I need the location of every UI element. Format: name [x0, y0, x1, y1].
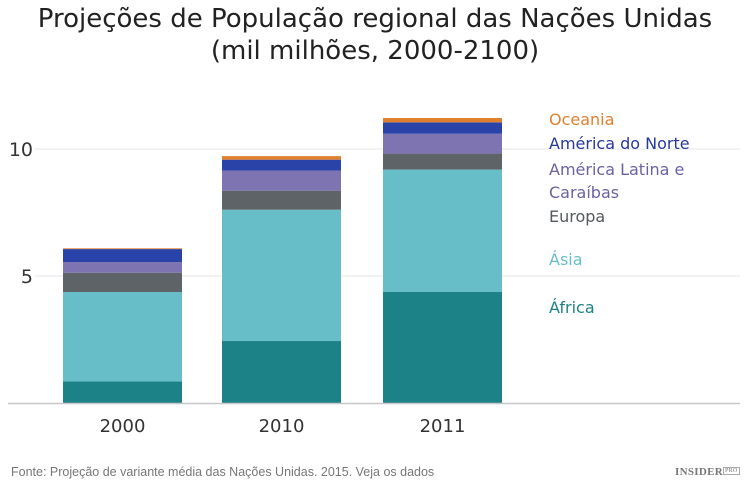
legend-oceania: Oceania — [549, 110, 615, 129]
bar-segment-2011-oceania — [383, 118, 502, 123]
bar-segment-2011-europa — [383, 153, 502, 170]
bar-segment-2000-oceania — [63, 248, 182, 250]
bar-segment-2010-áfrica — [222, 341, 341, 403]
y-tick-label: 10 — [9, 139, 33, 161]
bar-segment-2000-américa-latina-e-caraíbas — [63, 262, 182, 273]
bar-segment-2000-europa — [63, 272, 182, 293]
chart-title-line-2: (mil milhões, 2000-2100) — [210, 36, 540, 66]
bar-segment-2010-ásia — [222, 209, 341, 342]
bar-segment-2010-américa-do-norte — [222, 159, 341, 171]
y-tick-label: 5 — [21, 266, 33, 288]
chart-title: Projeções de População regional das Naçõ… — [0, 3, 750, 67]
x-tick-label: 2000 — [100, 416, 146, 437]
bar-segment-2000-ásia — [63, 292, 182, 382]
bar-segment-2011-américa-latina-e-caraíbas — [383, 133, 502, 154]
legend-america-do-norte: América do Norte — [549, 134, 690, 153]
legend-asia: Ásia — [549, 250, 583, 269]
x-tick-label: 2010 — [259, 416, 305, 437]
x-tick-label: 2011 — [420, 416, 466, 437]
bar-segment-2000-áfrica — [63, 381, 182, 403]
bar-segment-2000-américa-do-norte — [63, 249, 182, 263]
bar-segment-2010-oceania — [222, 156, 341, 160]
legend-america-latina-line-1: América Latina e — [549, 160, 685, 179]
legend-america-latina-line-2: Caraíbas — [549, 183, 620, 202]
bar-segment-2011-ásia — [383, 169, 502, 293]
legend-europa: Europa — [549, 207, 606, 226]
insider-pro-logo: INSIDER PRO — [675, 466, 740, 478]
bar-segment-2011-áfrica — [383, 292, 502, 403]
bar-segment-2010-europa — [222, 190, 341, 210]
bar-segment-2010-américa-latina-e-caraíbas — [222, 170, 341, 191]
legend-africa: África — [549, 298, 595, 317]
bar-segment-2011-américa-do-norte — [383, 122, 502, 134]
chart-title-line-1: Projeções de População regional das Naçõ… — [37, 4, 713, 34]
source-note: Fonte: Projeção de variante média das Na… — [11, 465, 435, 479]
